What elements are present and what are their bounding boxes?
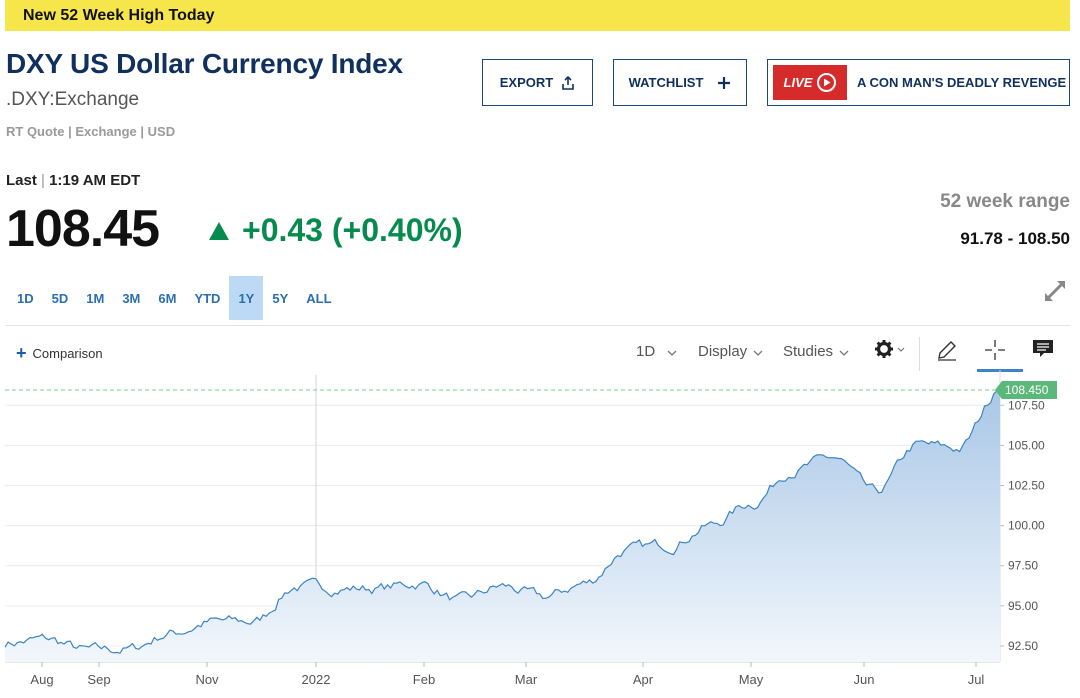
toolbar-separator (919, 337, 920, 371)
week-range-label: 52 week range (940, 191, 1070, 212)
comment-icon[interactable] (1032, 339, 1054, 364)
range-tab-ytd[interactable]: YTD (194, 290, 221, 306)
section-divider (5, 325, 1070, 326)
last-label: Last (6, 172, 37, 189)
range-tab-5y[interactable]: 5Y (272, 290, 289, 306)
y-tick-label: 102.50 (1008, 479, 1045, 493)
up-arrow-icon (208, 212, 230, 249)
plus-icon: + (16, 343, 27, 363)
y-tick-label: 107.50 (1008, 398, 1045, 412)
chevron-down-icon (839, 343, 849, 360)
quote-meta: RT Quote | Exchange | USD (6, 124, 176, 139)
crosshair-icon[interactable] (984, 339, 1006, 366)
gear-icon[interactable] (874, 339, 908, 366)
x-tick-label: Mar (515, 672, 538, 687)
studies-dropdown[interactable]: Studies (783, 343, 849, 360)
share-icon (561, 75, 575, 90)
last-quote-label: Last | 1:19 AM EDT (6, 172, 141, 189)
pencil-icon[interactable] (936, 339, 958, 366)
y-tick-label: 92.50 (1008, 639, 1038, 653)
price-chart[interactable]: 107.50105.00102.50100.0097.5095.0092.50 … (0, 370, 1080, 698)
comparison-button[interactable]: + Comparison (16, 343, 103, 363)
price-line (4, 389, 1001, 654)
last-price-tag-label: 108.450 (1005, 383, 1049, 397)
x-tick-label: Jul (968, 672, 985, 687)
range-tab-all[interactable]: ALL (306, 290, 332, 306)
y-tick-label: 100.00 (1008, 519, 1045, 533)
time-range-tabs: 1D 5D 1M 3M 6M YTD 1Y 5Y ALL (8, 276, 341, 320)
chevron-down-icon (753, 343, 763, 360)
range-tab-5d[interactable]: 5D (51, 290, 69, 306)
page-title: DXY US Dollar Currency Index (6, 48, 403, 79)
export-button[interactable]: EXPORT (482, 59, 593, 106)
x-tick-label: Aug (30, 672, 53, 687)
x-tick-label: Feb (413, 672, 435, 687)
last-price: 108.45 (6, 200, 160, 258)
x-tick-label: May (739, 672, 764, 687)
price-area (5, 390, 1000, 662)
x-tick-label: 2022 (302, 672, 331, 687)
new-high-banner: New 52 Week High Today (5, 0, 1070, 31)
play-icon (817, 73, 837, 92)
expand-icon[interactable] (1041, 277, 1069, 310)
live-badge: LIVE (773, 65, 847, 100)
live-badge-label: LIVE (783, 75, 813, 90)
watchlist-label: WATCHLIST (628, 75, 704, 90)
range-tab-6m[interactable]: 6M (158, 290, 177, 306)
y-tick-label: 105.00 (1008, 438, 1045, 452)
live-show-title: A CON MAN'S DEADLY REVENGE (857, 75, 1067, 90)
week-range-value: 91.78 - 108.50 (960, 229, 1070, 248)
watchlist-button[interactable]: WATCHLIST (613, 59, 747, 106)
interval-label: 1D (636, 343, 656, 360)
x-tick-label: Apr (633, 672, 654, 687)
range-tab-1m[interactable]: 1M (86, 290, 105, 306)
x-tick-label: Sep (87, 672, 110, 687)
range-tab-1d[interactable]: 1D (17, 290, 34, 306)
price-change-value: +0.43 (+0.40%) (242, 212, 463, 248)
export-label: EXPORT (499, 75, 554, 90)
interval-dropdown[interactable]: 1D (636, 343, 677, 360)
banner-text: New 52 Week High Today (23, 7, 215, 24)
chevron-down-icon (667, 343, 677, 360)
comparison-label: Comparison (32, 346, 103, 361)
x-tick-label: Jun (854, 672, 875, 687)
range-tab-3m[interactable]: 3M (122, 290, 141, 306)
quote-time: 1:19 AM EDT (49, 172, 141, 189)
y-tick-label: 95.00 (1008, 599, 1038, 613)
studies-label: Studies (783, 343, 834, 360)
range-tab-1y[interactable]: 1Y (229, 276, 264, 320)
plus-icon (717, 76, 731, 90)
symbol-label: .DXY:Exchange (6, 89, 140, 110)
y-tick-label: 97.50 (1008, 559, 1038, 573)
price-change: +0.43 (+0.40%) (208, 212, 463, 249)
x-tick-label: Nov (195, 672, 219, 687)
live-stream-button[interactable]: LIVE A CON MAN'S DEADLY REVENGE (767, 59, 1070, 106)
display-dropdown[interactable]: Display (698, 343, 763, 360)
last-price-tag: 108.450 (995, 381, 1057, 400)
display-label: Display (698, 343, 748, 360)
